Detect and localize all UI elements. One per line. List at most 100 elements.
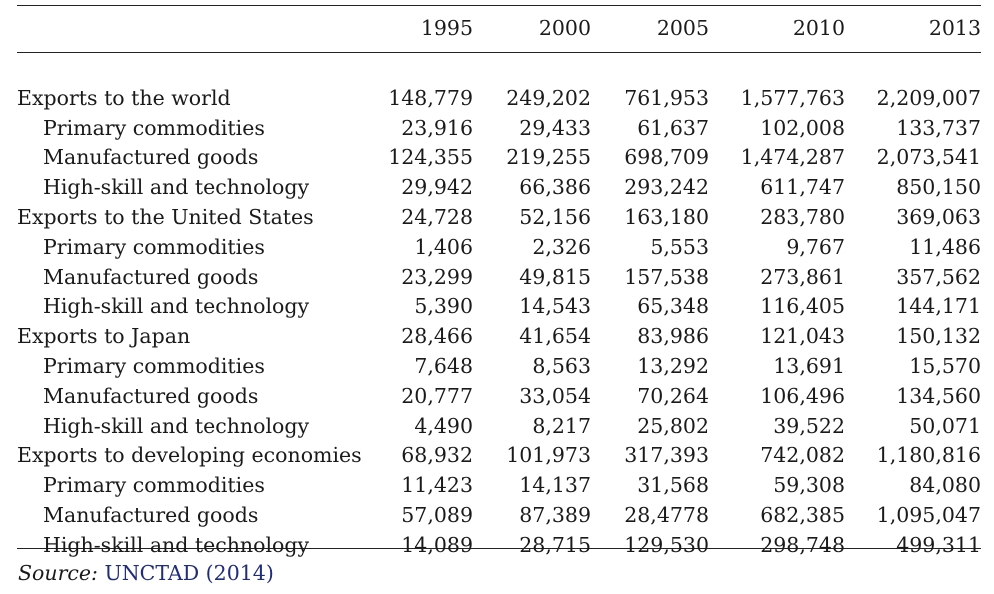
value-cell-2013: 2,073,541: [876, 145, 981, 170]
row-sublabel: Manufactured goods: [43, 502, 259, 527]
value-cell-1995: 14,089: [401, 532, 473, 557]
value-cell-2013: 369,063: [896, 204, 981, 229]
value-cell-2013: 84,080: [909, 473, 981, 498]
value-cell-2013: 357,562: [896, 264, 981, 289]
table-row: Manufactured goods 23,299 49,815 157,538 273…: [17, 263, 981, 293]
value-cell-2010: 13,691: [773, 353, 845, 378]
value-cell-2010: 102,008: [760, 115, 845, 140]
value-cell-1995: 20,777: [401, 383, 473, 408]
table-row: Primary commodities 1,406 2,326 5,553 9,767 1…: [17, 233, 981, 263]
value-cell-2000: 87,389: [519, 502, 591, 527]
table-row: Exports to developing economies 68,932 101…: [17, 441, 981, 471]
value-cell-1995: 28,466: [401, 324, 473, 349]
value-cell-1995: 24,728: [401, 204, 473, 229]
header-cell-label: [17, 0, 373, 54]
row-sublabel: High-skill and technology: [43, 294, 310, 319]
value-cell-2013: 499,311: [896, 532, 981, 557]
row-sublabel: Primary commodities: [43, 115, 265, 140]
value-cell-2000: 101,973: [506, 443, 591, 468]
value-cell-1995: 57,089: [401, 502, 473, 527]
row-sublabel: High-skill and technology: [43, 413, 310, 438]
table-row: Manufactured goods 57,089 87,389 28,4778 682…: [17, 501, 981, 531]
value-cell-2005: 157,538: [624, 264, 709, 289]
value-cell-2010: 1,577,763: [740, 85, 845, 110]
value-cell-2005: 83,986: [637, 324, 709, 349]
row-sublabel: Primary commodities: [43, 353, 265, 378]
row-sublabel: Manufactured goods: [43, 383, 259, 408]
row-group-label: Exports to Japan: [17, 324, 191, 349]
value-cell-2010: 298,748: [760, 532, 845, 557]
header-cell-2010: 2010: [792, 16, 845, 40]
bottom-rule: [17, 548, 981, 549]
value-cell-2005: 31,568: [637, 473, 709, 498]
source-reference-link[interactable]: UNCTAD (2014): [104, 561, 274, 585]
value-cell-2000: 14,543: [519, 294, 591, 319]
value-cell-2010: 283,780: [760, 204, 845, 229]
value-cell-2000: 66,386: [519, 175, 591, 200]
value-cell-1995: 124,355: [388, 145, 473, 170]
source-label: Source:: [18, 561, 98, 585]
value-cell-2000: 14,137: [519, 473, 591, 498]
value-cell-2013: 144,171: [896, 294, 981, 319]
spacer-row: [17, 54, 981, 84]
row-group-label: Exports to the world: [17, 85, 231, 110]
value-cell-2005: 65,348: [637, 294, 709, 319]
row-sublabel: Manufactured goods: [43, 145, 259, 170]
table-row: Primary commodities 23,916 29,433 61,637 102…: [17, 114, 981, 144]
table-row: Exports to Japan 28,466 41,654 83,986 121,04…: [17, 322, 981, 352]
row-sublabel: High-skill and technology: [43, 532, 310, 557]
row-sublabel: Manufactured goods: [43, 264, 259, 289]
value-cell-2000: 219,255: [506, 145, 591, 170]
value-cell-1995: 5,390: [414, 294, 473, 319]
value-cell-2010: 611,747: [760, 175, 845, 200]
value-cell-2013: 850,150: [896, 175, 981, 200]
value-cell-2000: 33,054: [519, 383, 591, 408]
value-cell-2005: 5,553: [650, 234, 709, 259]
value-cell-2010: 39,522: [773, 413, 845, 438]
value-cell-2005: 317,393: [624, 443, 709, 468]
header-cell-2000: 2000: [538, 16, 591, 40]
value-cell-2000: 2,326: [532, 234, 591, 259]
value-cell-2013: 150,132: [896, 324, 981, 349]
value-cell-1995: 1,406: [414, 234, 473, 259]
value-cell-2010: 742,082: [760, 443, 845, 468]
value-cell-2005: 28,4778: [624, 502, 709, 527]
source-note: Source: UNCTAD (2014): [18, 561, 274, 585]
value-cell-2000: 8,563: [532, 353, 591, 378]
table-row: Exports to the world 148,779 249,202 761,95…: [17, 84, 981, 114]
table-row: High-skill and technology 4,490 8,217 25,80…: [17, 412, 981, 442]
value-cell-2000: 49,815: [519, 264, 591, 289]
table-row: Primary commodities 7,648 8,563 13,292 13,69…: [17, 352, 981, 382]
row-sublabel: Primary commodities: [43, 473, 265, 498]
value-cell-1995: 68,932: [401, 443, 473, 468]
row-group-label: Exports to developing economies: [17, 443, 362, 468]
value-cell-1995: 11,423: [401, 473, 473, 498]
value-cell-1995: 23,299: [401, 264, 473, 289]
value-cell-2010: 9,767: [786, 234, 845, 259]
value-cell-2010: 273,861: [760, 264, 845, 289]
value-cell-1995: 4,490: [414, 413, 473, 438]
value-cell-2000: 52,156: [519, 204, 591, 229]
table-row: High-skill and technology 29,942 66,386 293…: [17, 173, 981, 203]
value-cell-1995: 7,648: [414, 353, 473, 378]
value-cell-2000: 249,202: [506, 85, 591, 110]
value-cell-2010: 106,496: [760, 383, 845, 408]
value-cell-2013: 1,180,816: [876, 443, 981, 468]
header-rule: [17, 52, 981, 53]
top-rule: [17, 5, 981, 6]
row-group-label: Exports to the United States: [17, 204, 314, 229]
value-cell-2005: 13,292: [637, 353, 709, 378]
value-cell-2010: 121,043: [760, 324, 845, 349]
value-cell-2000: 41,654: [519, 324, 591, 349]
row-sublabel: High-skill and technology: [43, 175, 310, 200]
header-cell-2013: 2013: [928, 16, 981, 40]
value-cell-2000: 8,217: [532, 413, 591, 438]
value-cell-2005: 293,242: [624, 175, 709, 200]
table-row: Manufactured goods 20,777 33,054 70,264 106,…: [17, 382, 981, 412]
table-row: Primary commodities 11,423 14,137 31,568 59,…: [17, 471, 981, 501]
value-cell-2013: 2,209,007: [876, 85, 981, 110]
value-cell-2013: 1,095,047: [876, 502, 981, 527]
value-cell-2013: 50,071: [909, 413, 981, 438]
value-cell-2013: 134,560: [896, 383, 981, 408]
